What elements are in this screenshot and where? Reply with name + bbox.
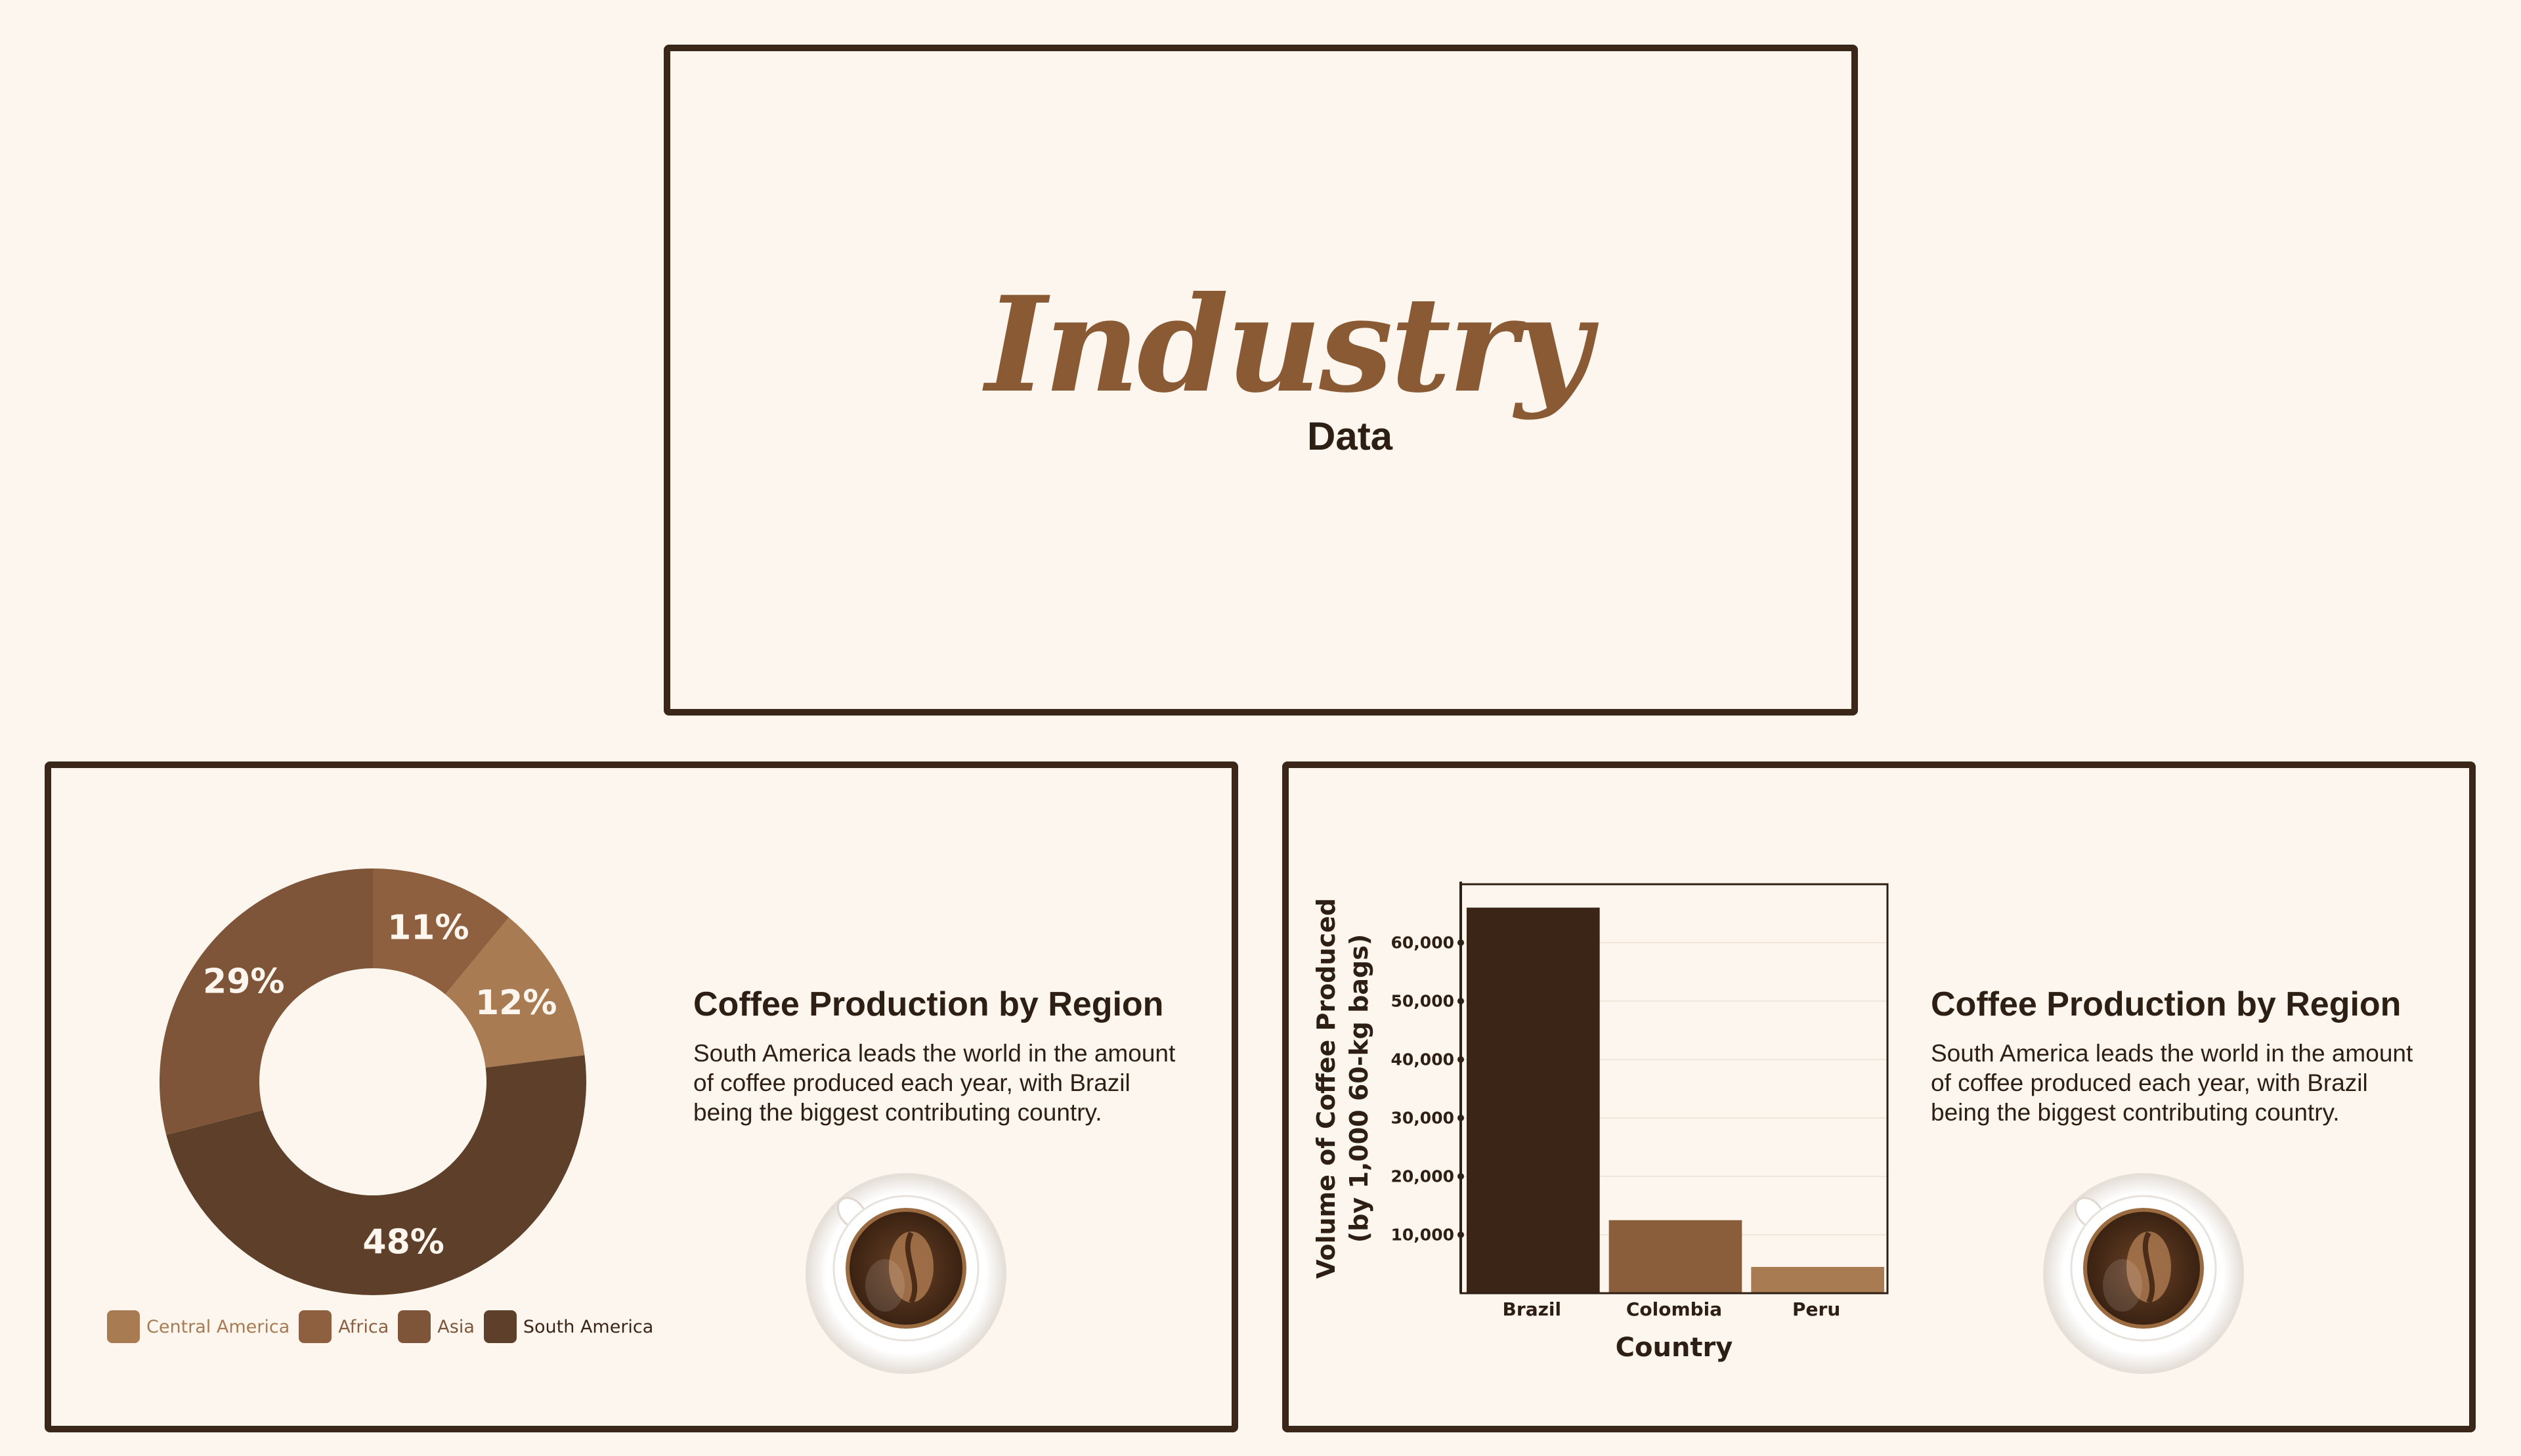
title-slide: Industry Data bbox=[664, 45, 1858, 716]
bar-chart: Brazil Colombia Peru 10,000 20,000 30,000 40,0… bbox=[1312, 882, 1889, 1363]
bar-brazil bbox=[1467, 907, 1600, 1293]
y-tick-label: 30,000 bbox=[1391, 1109, 1454, 1128]
donut-chart: 11%12% 48% 29% bbox=[160, 868, 586, 1295]
donut-body-line: South America leads the world in the amo… bbox=[693, 1040, 1176, 1067]
legend-item: Africa bbox=[299, 1310, 389, 1343]
donut-slice-south-america bbox=[166, 1055, 586, 1295]
donut-text-block: Coffee Production by Region South Americ… bbox=[693, 985, 1218, 1127]
y-tick-label: 20,000 bbox=[1391, 1167, 1454, 1186]
donut-slice-asia bbox=[160, 868, 373, 1135]
donut-slide: 11% 12% 48% 29% Central America Africa Asia So… bbox=[45, 761, 1238, 1432]
donut-heading: Coffee Production by Region bbox=[693, 985, 1164, 1023]
legend-item: Asia bbox=[398, 1310, 475, 1343]
y-tick-mark bbox=[1457, 1173, 1464, 1180]
donut-body: South America leads the world in the amo… bbox=[693, 1038, 1218, 1127]
y-tick-label: 60,000 bbox=[1391, 933, 1454, 953]
legend-label: Central America bbox=[146, 1316, 290, 1337]
y-tick-mark bbox=[1457, 1115, 1464, 1121]
bar-body: South America leads the world in the amo… bbox=[1931, 1038, 2456, 1127]
donut-slice-label: 11% bbox=[387, 909, 469, 948]
bar-body-line: being the biggest contributing country. bbox=[1931, 1099, 2340, 1126]
legend-swatch bbox=[107, 1310, 140, 1343]
x-tick-label: Colombia bbox=[1626, 1298, 1722, 1320]
x-tick-label: Brazil bbox=[1503, 1298, 1562, 1320]
legend-label: Africa bbox=[338, 1316, 389, 1337]
bar-slide: Brazil Colombia Peru 10,000 20,000 30,000 40,0… bbox=[1282, 761, 2476, 1432]
y-tick-label: 50,000 bbox=[1391, 992, 1454, 1011]
x-tick-label: Peru bbox=[1792, 1298, 1840, 1320]
legend-label: South America bbox=[523, 1316, 654, 1337]
y-tick-mark bbox=[1457, 1231, 1464, 1238]
donut-body-line: being the biggest contributing country. bbox=[693, 1099, 1102, 1126]
y-axis-label: Volume of Coffee Produced (by 1,000 60-kg… bbox=[1312, 898, 1373, 1279]
y-tick-label: 40,000 bbox=[1391, 1050, 1454, 1069]
bar-body-line: of coffee produced each year, with Brazi… bbox=[1931, 1069, 2368, 1096]
legend-swatch bbox=[483, 1310, 517, 1343]
donut-slice-label: 12% bbox=[475, 983, 557, 1023]
donut-slice-central-america bbox=[445, 917, 585, 1068]
donut-slice-africa bbox=[373, 868, 509, 995]
legend-label: Asia bbox=[437, 1316, 475, 1337]
legend-swatch bbox=[299, 1310, 332, 1343]
bar-colombia bbox=[1608, 1220, 1742, 1293]
y-tick-mark bbox=[1457, 1056, 1464, 1063]
donut-slice-label: 29% bbox=[203, 962, 284, 1001]
subtitle-text: Data bbox=[1307, 414, 1393, 458]
y-tick-mark bbox=[1457, 939, 1464, 946]
bar-body-line: South America leads the world in the amo… bbox=[1931, 1040, 2413, 1067]
y-tick-label: 10,000 bbox=[1391, 1226, 1454, 1245]
bar-heading: Coffee Production by Region bbox=[1931, 985, 2402, 1023]
y-tick-mark bbox=[1457, 998, 1464, 1004]
legend-item: Central America bbox=[107, 1310, 290, 1343]
donut-body-line: of coffee produced each year, with Brazi… bbox=[693, 1069, 1131, 1096]
legend-item: South America bbox=[483, 1310, 654, 1343]
title-text: Industry bbox=[985, 268, 1591, 422]
donut-slice-label: 48% bbox=[362, 1223, 444, 1262]
x-axis-label: Country bbox=[1616, 1333, 1733, 1363]
bar-text-block: Coffee Production by Region South Americ… bbox=[1931, 985, 2456, 1127]
bar-peru bbox=[1751, 1266, 1884, 1293]
legend-swatch bbox=[398, 1310, 431, 1343]
donut-legend: Central America Africa Asia South America bbox=[107, 1310, 662, 1343]
coffee-cup-icon bbox=[806, 1173, 1006, 1374]
coffee-cup-icon bbox=[2043, 1173, 2244, 1374]
